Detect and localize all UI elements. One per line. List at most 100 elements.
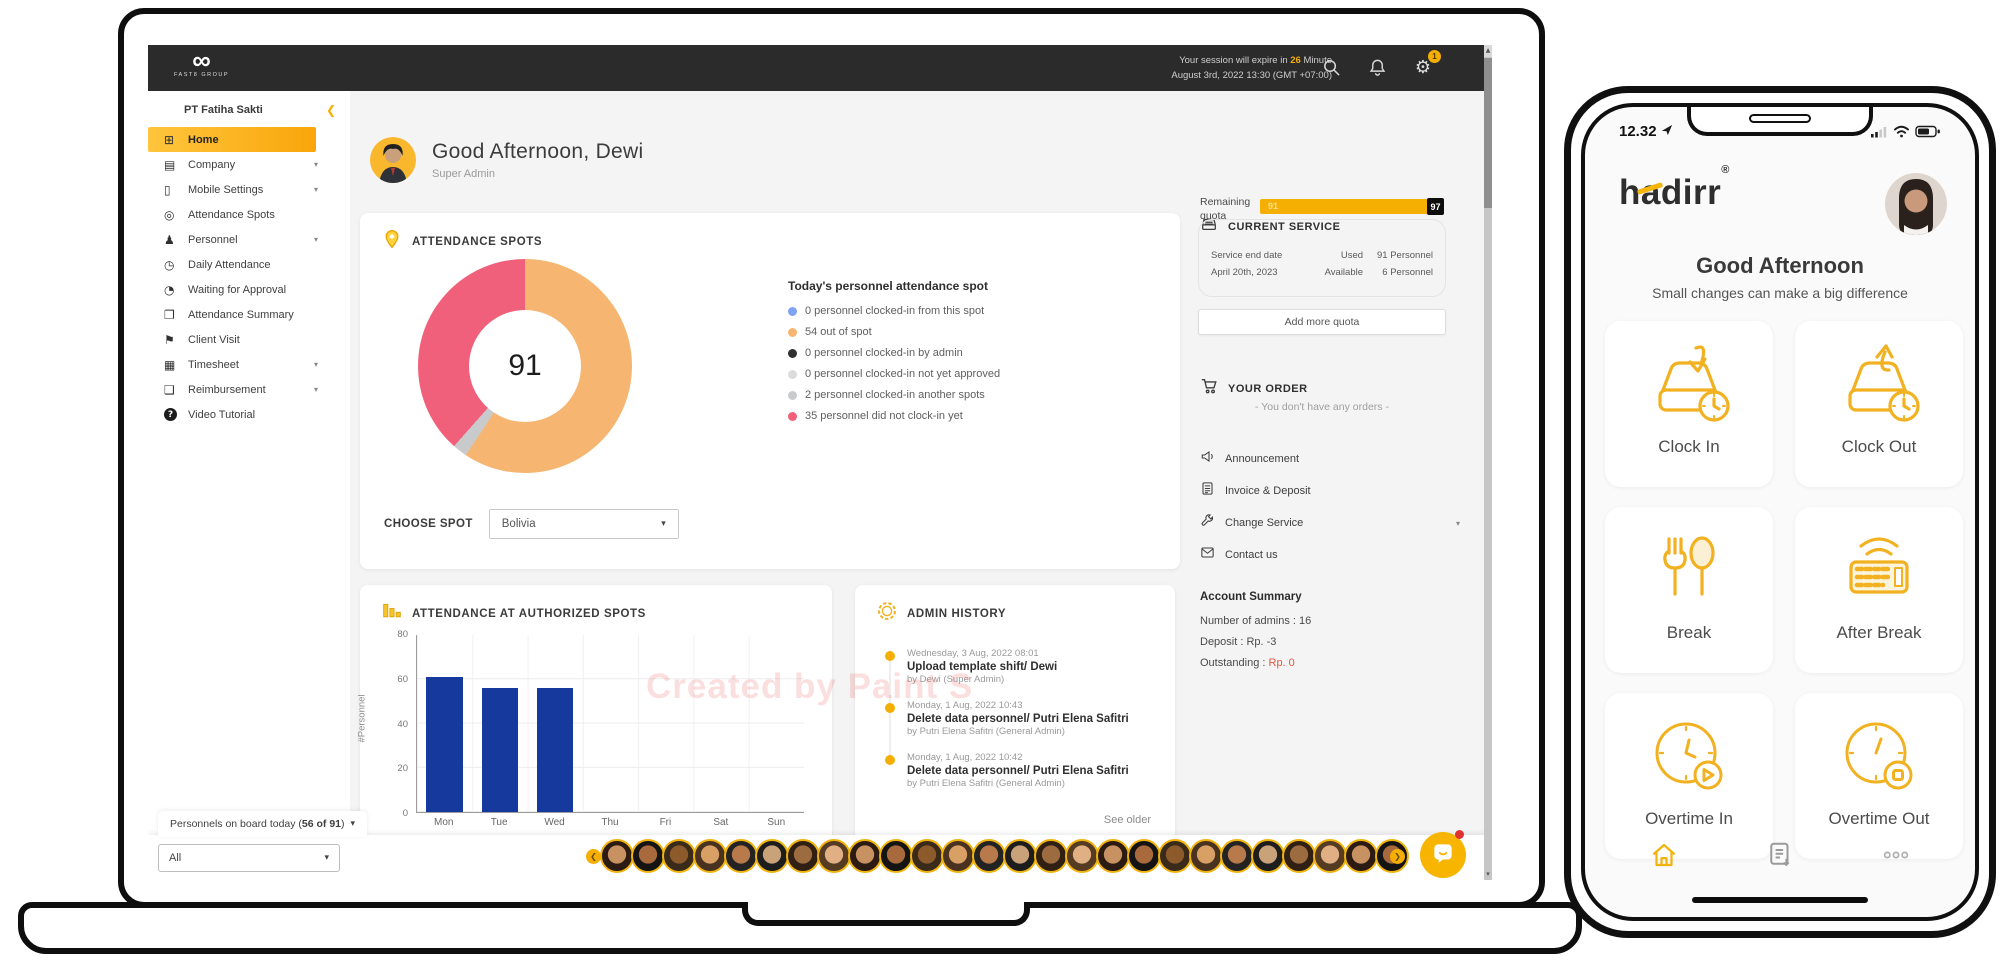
personnel-avatar-row — [600, 839, 1409, 873]
panel-link[interactable]: Change Service ▾ — [1200, 507, 1460, 539]
scroll-up-arrow[interactable]: ▲ — [1484, 45, 1492, 57]
panel-link[interactable]: Announcement ▾ — [1200, 443, 1460, 475]
legend-title: Today's personnel attendance spot — [788, 279, 989, 293]
sidebar-item[interactable]: ❐ Attendance Summary ▾ — [164, 307, 294, 322]
bar-chart-xaxis: Mon Tue Wed Thu Fri Sat Sun — [433, 817, 786, 828]
settings-gear-icon[interactable]: ⚙ — [1414, 56, 1432, 78]
sidebar-item[interactable]: ♟ Personnel ▾ — [164, 232, 318, 247]
dashboard-screen: ∞ FAST8 GROUP Your session will expire i… — [148, 45, 1492, 880]
sidebar-item[interactable]: ❑ Reimbursement ▾ — [164, 382, 318, 397]
reports-tab-icon[interactable] — [1765, 840, 1795, 875]
sidebar-item[interactable]: ◎ Attendance Spots ▾ — [164, 207, 275, 222]
personnel-avatar[interactable] — [1251, 839, 1285, 873]
personnel-avatar[interactable] — [1282, 839, 1316, 873]
personnel-avatar[interactable] — [1034, 839, 1068, 873]
see-older-link[interactable]: See older — [1103, 814, 1151, 826]
phone-action-button[interactable]: After Break — [1795, 507, 1963, 673]
phone-action-button[interactable]: Overtime In — [1605, 693, 1773, 859]
personnel-avatar[interactable] — [693, 839, 727, 873]
your-order-title: YOUR ORDER — [1228, 382, 1308, 395]
phone-action-button[interactable]: Clock In — [1605, 321, 1773, 487]
timeline-dot — [885, 755, 895, 765]
legend-item: 0 personnel clocked-in not yet approved — [788, 368, 1000, 380]
avatars-scroll-right[interactable]: ❯ — [1390, 849, 1405, 864]
bar-slot — [472, 635, 527, 812]
search-icon[interactable] — [1320, 56, 1342, 78]
sidebar: PT Fatiha Sakti ❮ ⊞ Home ▾ ▤ Company ▾ ▯… — [148, 91, 350, 880]
session-minutes: 26 — [1290, 55, 1301, 66]
legend-dot — [788, 348, 797, 358]
phone-action-button[interactable]: Clock Out — [1795, 321, 1963, 487]
chevron-down-icon: ▾ — [313, 235, 318, 244]
personnels-on-board-toggle[interactable]: Personnels on board today (56 of 91) ▾ — [158, 811, 368, 837]
chat-button[interactable] — [1420, 830, 1466, 878]
personnel-avatar[interactable] — [910, 839, 944, 873]
sidebar-collapse-icon[interactable]: ❮ — [325, 103, 336, 117]
personnel-avatar[interactable] — [817, 839, 851, 873]
sidebar-item[interactable]: ◷ Daily Attendance ▾ — [164, 257, 271, 272]
personnel-avatar[interactable] — [1065, 839, 1099, 873]
end-date-label: Service end date — [1211, 250, 1283, 261]
sidebar-item[interactable]: ⚑ Client Visit ▾ — [164, 332, 240, 347]
greeting-header: Good Afternoon, Dewi Super Admin — [370, 137, 643, 183]
personnel-avatar[interactable] — [879, 839, 913, 873]
personnel-avatar[interactable] — [848, 839, 882, 873]
personnel-avatar[interactable] — [1003, 839, 1037, 873]
scroll-down-arrow[interactable]: ▾ — [1486, 870, 1490, 878]
sidebar-item[interactable]: ▦ Timesheet ▾ — [164, 357, 318, 372]
timeline-dot — [885, 651, 895, 661]
sidebar-item[interactable]: ? Video Tutorial ▾ — [148, 402, 350, 427]
phone-action-button[interactable]: Break — [1605, 507, 1773, 673]
personnel-avatar[interactable] — [1158, 839, 1192, 873]
phone-action-button[interactable]: Overtime Out — [1795, 693, 1963, 859]
personnel-avatar[interactable] — [724, 839, 758, 873]
sidebar-item-icon: ◎ — [164, 207, 175, 222]
personnel-avatar[interactable] — [1313, 839, 1347, 873]
bar-slot — [638, 635, 693, 812]
sidebar-item[interactable]: ▤ Company ▾ — [164, 157, 318, 172]
home-tab-icon[interactable] — [1649, 840, 1679, 875]
personnel-filter-select[interactable]: All ▾ — [158, 844, 340, 872]
vertical-scrollbar[interactable]: ▲ ▾ — [1484, 45, 1492, 880]
panel-link[interactable]: Contact us ▾ — [1200, 539, 1460, 571]
logo-accent-letter: a — [1640, 173, 1661, 212]
used-value: 91 Personnel — [1377, 250, 1433, 261]
right-panel: CURRENT SERVICE Remaining quota 91 97 Se… — [1190, 91, 1484, 880]
spot-select[interactable]: Bolivia ▾ — [488, 509, 679, 539]
phone-greeting-title: Good Afternoon — [1696, 253, 1864, 278]
personnel-avatar[interactable] — [662, 839, 696, 873]
personnel-avatar[interactable] — [1096, 839, 1130, 873]
sidebar-item-icon: ▤ — [164, 157, 176, 172]
avatars-scroll-left[interactable]: ❮ — [586, 849, 601, 864]
history-timeline: Wednesday, 3 Aug, 2022 08:01 Upload temp… — [885, 648, 1175, 789]
personnel-avatar[interactable] — [631, 839, 665, 873]
personnel-avatar[interactable] — [972, 839, 1006, 873]
quota-max: 97 — [1427, 198, 1444, 215]
order-empty-text: - You don't have any orders - — [1255, 401, 1389, 413]
sidebar-item[interactable]: ▯ Mobile Settings ▾ — [164, 182, 318, 197]
sidebar-item[interactable]: ◔ Waiting for Approval ▾ — [164, 282, 287, 297]
scrollbar-thumb[interactable] — [1484, 58, 1492, 208]
add-more-quota-button[interactable]: Add more quota — [1198, 309, 1446, 335]
personnel-avatar[interactable] — [941, 839, 975, 873]
panel-link[interactable]: Invoice & Deposit ▾ — [1200, 475, 1460, 507]
card-title: ADMIN HISTORY — [907, 607, 1007, 620]
personnel-avatar[interactable] — [1220, 839, 1254, 873]
battery-icon — [1915, 125, 1941, 138]
timeline-dot — [885, 703, 895, 713]
personnel-avatar[interactable] — [1189, 839, 1223, 873]
bar-slot — [693, 635, 748, 812]
sidebar-item[interactable]: ⊞ Home ▾ — [148, 127, 316, 152]
legend-item: 35 personnel did not clock-in yet — [788, 410, 1000, 422]
history-entry: Wednesday, 3 Aug, 2022 08:01 Upload temp… — [885, 648, 1155, 685]
more-tab-icon[interactable] — [1881, 840, 1911, 875]
personnel-avatar[interactable] — [600, 839, 634, 873]
personnel-avatar[interactable] — [755, 839, 789, 873]
action-icon — [1637, 335, 1741, 437]
personnel-avatar[interactable] — [1127, 839, 1161, 873]
hadirr-logo: hadirr® — [1619, 164, 1730, 212]
personnel-avatar[interactable] — [786, 839, 820, 873]
personnel-avatar[interactable] — [1344, 839, 1378, 873]
user-avatar[interactable] — [1885, 173, 1947, 235]
notifications-bell-icon[interactable] — [1366, 56, 1388, 78]
